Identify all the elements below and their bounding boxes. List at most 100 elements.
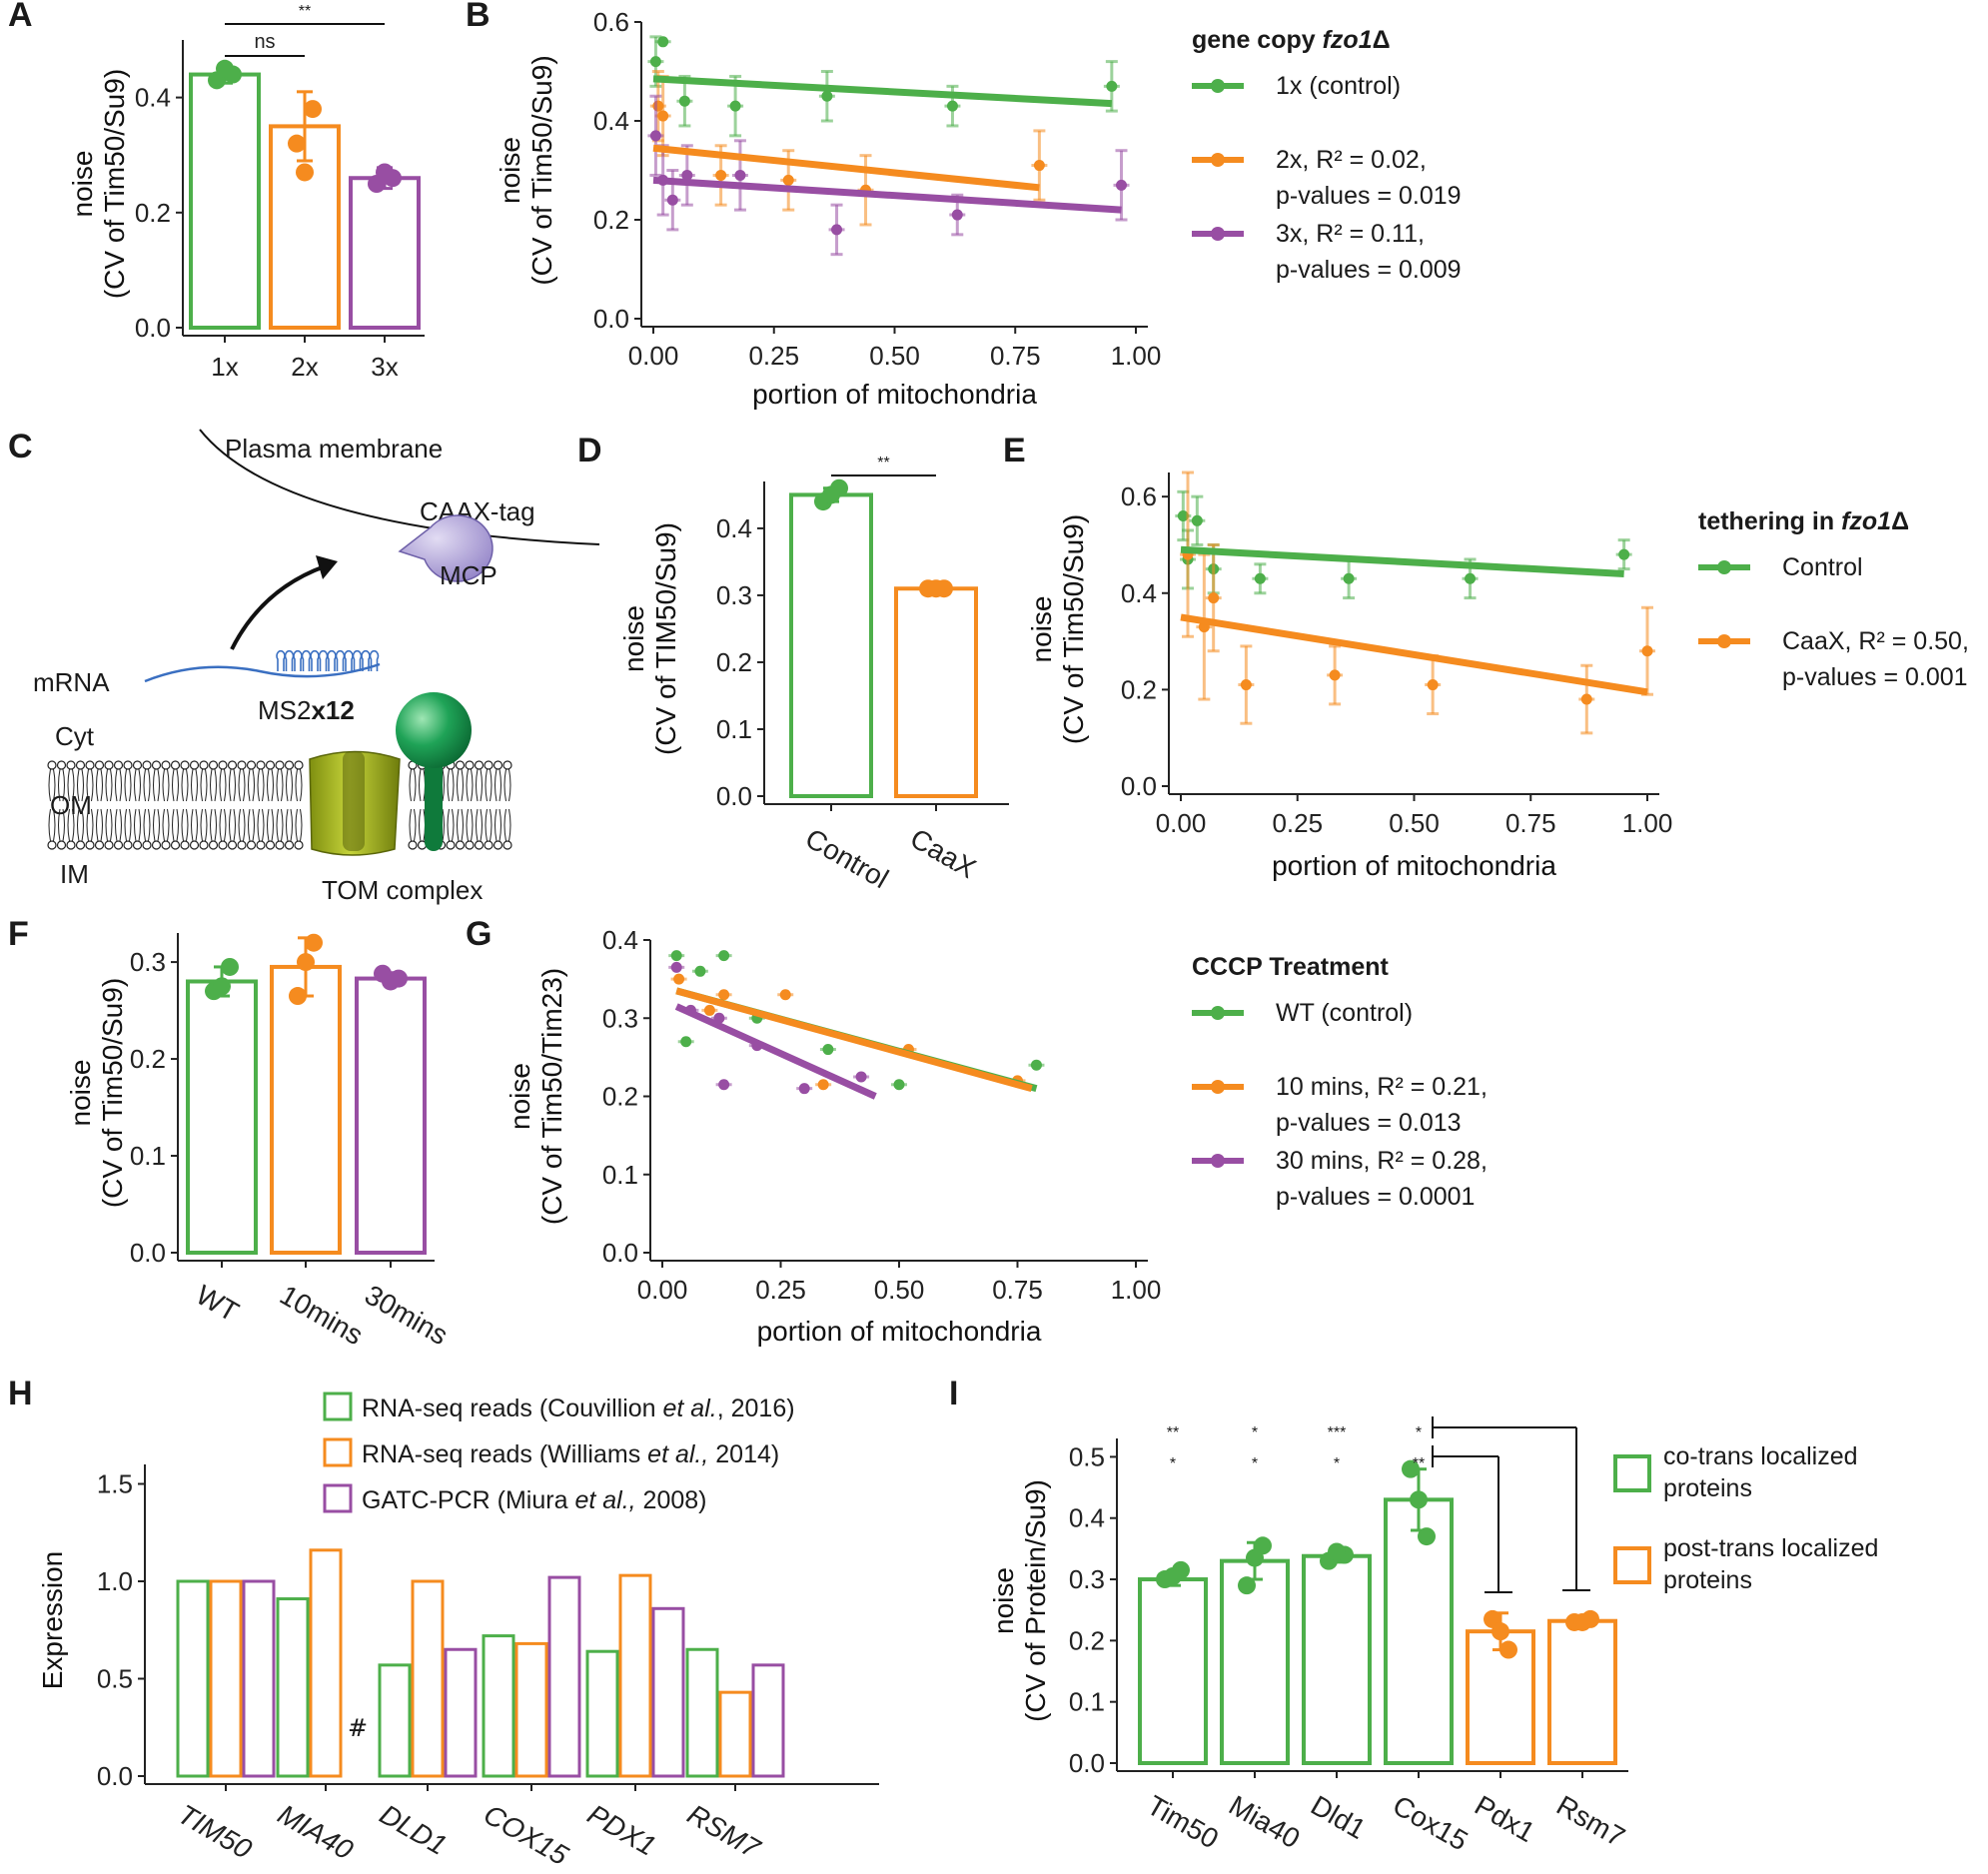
bar <box>514 1641 548 1778</box>
fit-line <box>652 144 1040 192</box>
y-axis-title: (CV of Tim50/Su9) <box>1058 514 1089 744</box>
data-point <box>951 209 963 221</box>
lipid-head <box>199 840 209 850</box>
data-point <box>1641 645 1653 657</box>
x-tick-label: 10mins <box>275 1279 369 1351</box>
chart-a: 0.0 0.2 0.4 noise (CV of Tim50/Su9) 1x 2x 3x ns *… <box>67 3 425 382</box>
legend-title: CCCP Treatment <box>1192 953 1389 981</box>
significance-label-top: * <box>1416 1424 1422 1441</box>
panel-letter-c: C <box>8 428 33 466</box>
y-tick-label: 0.6 <box>593 7 629 37</box>
legend-swatch-dot <box>1211 153 1225 167</box>
lipid-tail <box>124 768 127 802</box>
x-tick-label: TIM50 <box>173 1798 258 1865</box>
data-point <box>657 110 669 122</box>
data-point <box>1573 1612 1591 1631</box>
x-tick-label: 2x <box>291 352 318 382</box>
panel-letter-e: E <box>1003 432 1026 469</box>
legend-label: 2x, R² = 0.02, <box>1276 146 1427 174</box>
y-tick-label: 0.1 <box>1069 1687 1105 1717</box>
y-tick-label: 0.5 <box>97 1664 133 1694</box>
bar <box>309 1548 343 1778</box>
y-tick-label: 0.1 <box>130 1141 166 1171</box>
y-tick-label: 0.4 <box>1069 1503 1105 1533</box>
lipid-tail <box>62 808 65 842</box>
lipid-tail <box>471 808 474 842</box>
data-point <box>304 100 322 119</box>
data-point <box>1343 572 1355 584</box>
lipid-tail <box>447 808 450 842</box>
bar <box>186 979 258 1255</box>
lipid-head <box>227 840 238 850</box>
lipid-tail <box>134 768 137 802</box>
lipid-tail <box>91 768 94 802</box>
lipid-tail <box>495 808 497 842</box>
plasma-membrane-label: Plasma membrane <box>225 434 443 464</box>
x-tick-label: 3x <box>371 352 398 382</box>
data-point <box>715 169 727 181</box>
lipid-head <box>502 760 512 770</box>
outer-membrane-bilayer <box>47 760 512 850</box>
ms2-stem-loop-icon <box>293 649 303 671</box>
data-point <box>213 977 231 996</box>
legend-label: co-trans localized <box>1663 1442 1858 1470</box>
fit-line <box>1180 613 1648 696</box>
missing-value-marker: # <box>348 1714 368 1742</box>
data-point <box>305 933 323 952</box>
x-axis-title: portion of mitochondria <box>1272 850 1556 881</box>
lipid-head <box>218 840 228 850</box>
bar <box>547 1575 581 1778</box>
lipid-head <box>47 760 57 770</box>
lipid-head <box>246 760 257 770</box>
y-axis-title: Expression <box>37 1551 68 1690</box>
lipid-tail <box>143 808 146 842</box>
lipid-tail <box>138 768 141 802</box>
y-tick-label: 0.2 <box>602 1082 638 1112</box>
lipid-tail <box>271 808 274 842</box>
lipid-tail <box>205 768 208 802</box>
chart-e: 0.0 0.2 0.4 0.6 0.00 0.25 0.50 0.75 1.00 portion … <box>1026 470 1969 881</box>
y-tick-label: 0.1 <box>602 1160 638 1190</box>
lipid-tail <box>119 808 122 842</box>
legend-swatch <box>323 1437 353 1467</box>
lipid-head <box>85 760 95 770</box>
tethering-diagram: Plasma membrane CAAX-tag MCP mRNA MS2x12… <box>33 429 600 905</box>
lipid-tail <box>267 768 270 802</box>
bar <box>1220 1558 1290 1765</box>
data-point <box>729 100 741 112</box>
lipid-tail <box>276 768 279 802</box>
lipid-tail <box>105 768 108 802</box>
x-tick-label: Tim50 <box>1142 1789 1224 1854</box>
lipid-tail <box>119 768 122 802</box>
lipid-tail <box>257 808 260 842</box>
significance-label: ** <box>877 455 889 471</box>
mrna-label: mRNA <box>33 667 110 697</box>
data-point <box>681 169 693 181</box>
om-label: OM <box>50 790 92 820</box>
lipid-tail <box>100 808 103 842</box>
lipid-tail <box>442 808 445 842</box>
data-point <box>893 1079 905 1091</box>
lipid-head <box>502 840 512 850</box>
legend-title-suffix: Δ <box>1891 507 1909 535</box>
y-tick-label: 0.4 <box>1121 578 1157 608</box>
legend-title-italic: fzo1 <box>1323 26 1373 54</box>
lipid-head <box>132 840 143 850</box>
fit-line <box>675 987 1033 1093</box>
y-axis-title: noise <box>1026 596 1057 663</box>
y-tick-label: 0.2 <box>593 205 629 235</box>
mcp-label: MCP <box>440 560 497 590</box>
lipid-head <box>284 760 295 770</box>
data-point <box>718 950 730 962</box>
data-point <box>1164 1566 1182 1585</box>
data-point <box>831 224 843 236</box>
lipid-tail <box>229 768 232 802</box>
data-point <box>718 989 730 1001</box>
lipid-tail <box>243 768 246 802</box>
x-tick-label: MIA40 <box>273 1798 359 1866</box>
lipid-tail <box>476 808 479 842</box>
legend-label-part: et al., <box>574 1486 635 1514</box>
lipid-tail <box>86 808 89 842</box>
data-point <box>694 965 706 977</box>
legend-label: 3x, R² = 0.11, <box>1276 220 1425 248</box>
